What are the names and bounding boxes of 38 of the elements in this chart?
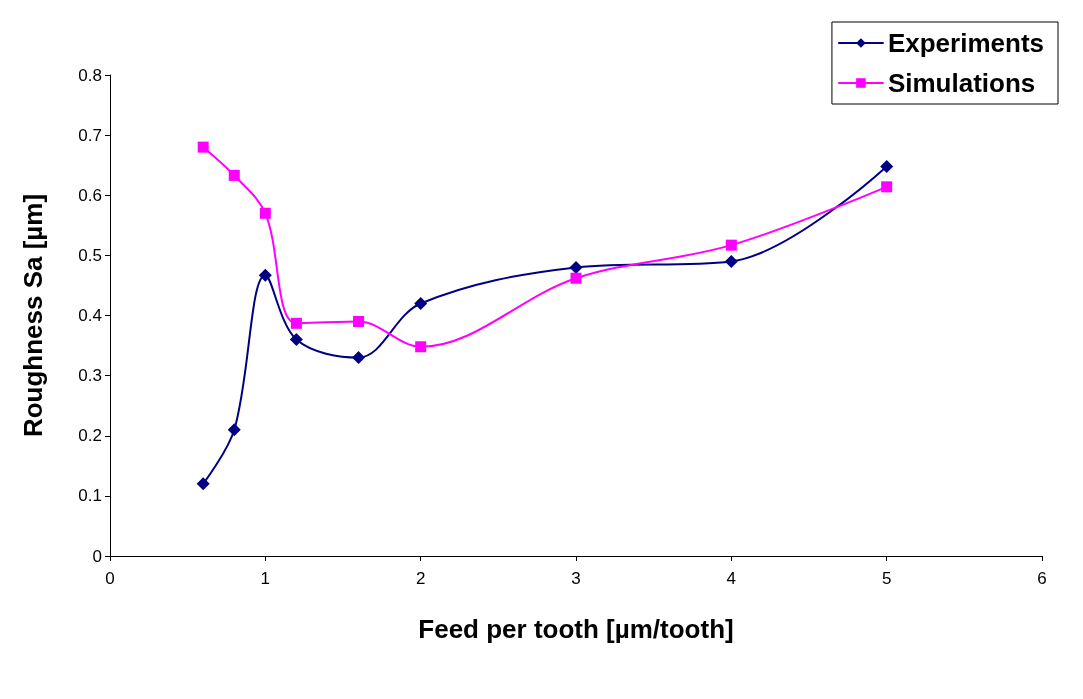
x-tick-label: 1 (260, 569, 271, 588)
x-tick-label: 3 (571, 569, 581, 588)
point (197, 141, 209, 153)
point (227, 423, 241, 437)
y-tick-label: 0 (92, 546, 102, 566)
point (880, 159, 894, 173)
point (352, 351, 366, 365)
y-axis-title: Roughness Sa [µm] (18, 193, 48, 438)
x-tick-label: 4 (726, 569, 737, 588)
x-tick-label: 2 (415, 569, 426, 588)
point (725, 239, 737, 251)
point (259, 207, 271, 219)
legend-label: Experiments (887, 28, 1045, 58)
y-tick-label: 0.6 (78, 185, 102, 205)
y-tick-label: 0.2 (78, 426, 102, 446)
y-tick-label: 0.5 (78, 245, 102, 265)
y-tick-label: 0.1 (78, 486, 102, 506)
point (570, 272, 582, 284)
y-tick-label: 0.4 (78, 306, 102, 325)
point (569, 260, 583, 274)
y-tick-label: 0.7 (78, 125, 102, 145)
x-tick-label: 5 (881, 569, 892, 588)
point (290, 317, 302, 329)
legend-label: Simulations (887, 68, 1036, 98)
point (414, 296, 428, 310)
y-tick-label: 0.8 (78, 65, 102, 85)
point (415, 341, 427, 353)
y-tick-label: 0.3 (78, 366, 102, 386)
point (258, 268, 272, 282)
x-tick-label: 0 (105, 569, 115, 588)
point (196, 477, 210, 491)
point (881, 181, 893, 193)
x-axis-title: Feed per tooth [µm/tooth] (418, 614, 734, 644)
point (289, 333, 303, 347)
x-tick-label: 6 (1037, 569, 1047, 588)
point (353, 316, 365, 328)
point (724, 254, 738, 268)
point (228, 169, 240, 181)
